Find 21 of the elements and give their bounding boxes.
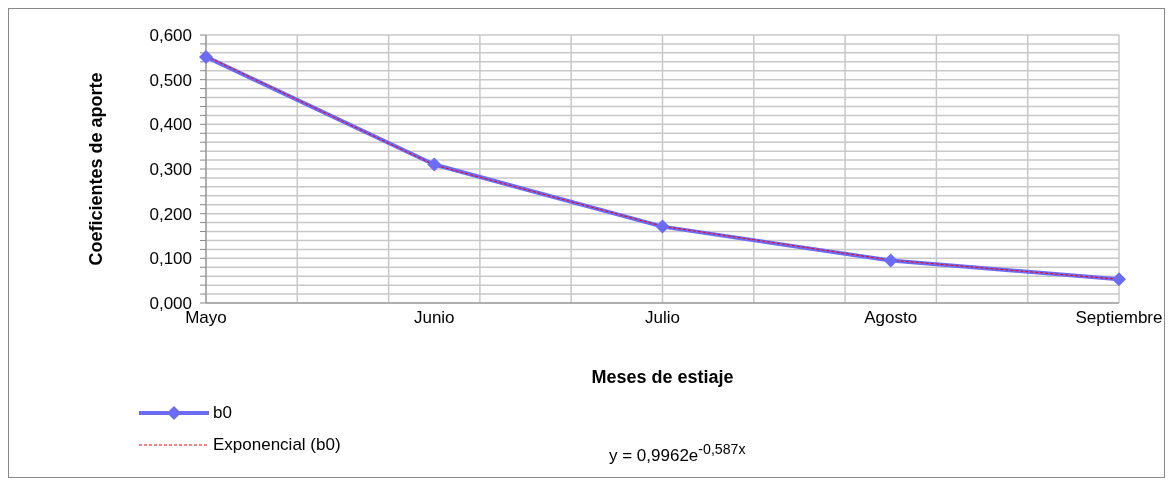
x-tick-label: Agosto — [864, 308, 918, 328]
x-tick-label: Septiembre — [1075, 308, 1163, 328]
x-tick-label: Julio — [645, 308, 680, 328]
point — [655, 219, 670, 234]
x-tick-label: Mayo — [185, 308, 227, 328]
y-tick-label: 0,400 — [149, 115, 192, 135]
point — [883, 253, 898, 268]
y-tick-label: 0,100 — [149, 249, 192, 269]
point — [427, 157, 442, 172]
point — [1112, 272, 1126, 287]
y-tick-label: 0,500 — [149, 70, 192, 90]
x-tick-label: Junio — [413, 308, 455, 328]
legend-label: b0 — [213, 403, 232, 423]
legend-label: Exponencial (b0) — [213, 435, 341, 455]
y-tick-label: 0,600 — [149, 26, 192, 45]
y-tick-label: 0,300 — [149, 160, 192, 179]
y-axis-title: Coeficientes de aporte — [86, 72, 107, 266]
y-tick-label: 0,200 — [149, 204, 192, 224]
x-axis-title: Meses de estiaje — [591, 367, 734, 387]
text: y = 0,9962e$^{-0,587x}$ — [609, 441, 746, 466]
point — [199, 49, 213, 64]
